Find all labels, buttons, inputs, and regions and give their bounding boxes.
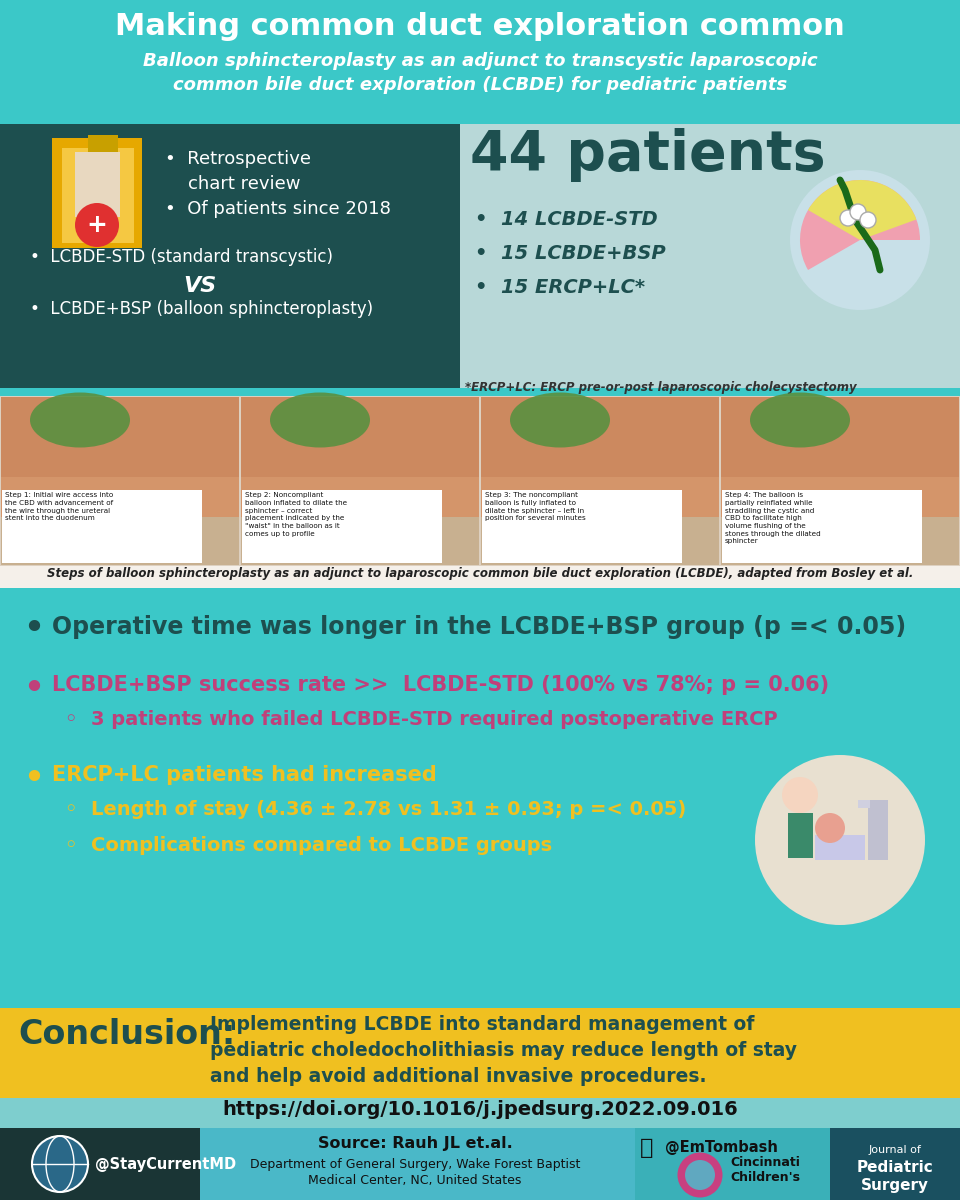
- Text: 44 patients: 44 patients: [470, 128, 826, 182]
- FancyBboxPatch shape: [1, 397, 239, 565]
- Text: •  15 LCBDE+BSP: • 15 LCBDE+BSP: [475, 244, 665, 263]
- Circle shape: [790, 170, 930, 310]
- FancyBboxPatch shape: [815, 835, 865, 860]
- Circle shape: [815, 814, 845, 842]
- FancyBboxPatch shape: [721, 397, 959, 517]
- Text: LCBDE+BSP success rate >>  LCBDE-STD (100% vs 78%; p = 0.06): LCBDE+BSP success rate >> LCBDE-STD (100…: [52, 674, 829, 695]
- Text: Balloon sphincteroplasty as an adjunct to transcystic laparoscopic
common bile d: Balloon sphincteroplasty as an adjunct t…: [143, 52, 817, 95]
- Text: ◦  3 patients who failed LCBDE-STD required postoperative ERCP: ◦ 3 patients who failed LCBDE-STD requir…: [65, 710, 778, 728]
- Text: Step 4: The balloon is
partially reinflated while
straddling the cystic and
CBD : Step 4: The balloon is partially reinfla…: [725, 492, 821, 545]
- Text: •  LCBDE-STD (standard transcystic): • LCBDE-STD (standard transcystic): [30, 248, 333, 266]
- FancyBboxPatch shape: [241, 397, 479, 517]
- FancyBboxPatch shape: [241, 397, 479, 565]
- FancyBboxPatch shape: [460, 118, 960, 388]
- Text: *ERCP+LC: ERCP pre-or-post laparoscopic cholecystectomy: *ERCP+LC: ERCP pre-or-post laparoscopic …: [465, 382, 856, 394]
- Text: VS: VS: [183, 276, 217, 296]
- FancyBboxPatch shape: [241, 397, 479, 476]
- FancyBboxPatch shape: [858, 800, 870, 808]
- FancyBboxPatch shape: [830, 1128, 960, 1200]
- FancyBboxPatch shape: [75, 152, 120, 217]
- FancyBboxPatch shape: [788, 814, 813, 858]
- FancyBboxPatch shape: [868, 800, 888, 860]
- FancyBboxPatch shape: [635, 1128, 830, 1200]
- Circle shape: [32, 1136, 88, 1192]
- FancyBboxPatch shape: [242, 490, 442, 563]
- Text: @StayCurrentMD: @StayCurrentMD: [95, 1157, 236, 1171]
- FancyBboxPatch shape: [52, 138, 142, 248]
- Text: +: +: [86, 214, 108, 236]
- Ellipse shape: [510, 392, 610, 448]
- Text: https://doi.org/10.1016/j.jpedsurg.2022.09.016: https://doi.org/10.1016/j.jpedsurg.2022.…: [222, 1100, 738, 1118]
- Circle shape: [840, 210, 856, 226]
- Text: @EmTombash: @EmTombash: [665, 1140, 778, 1154]
- FancyBboxPatch shape: [481, 397, 719, 517]
- Text: •  LCBDE+BSP (balloon sphincteroplasty): • LCBDE+BSP (balloon sphincteroplasty): [30, 300, 373, 318]
- Text: Implementing LCBDE into standard management of
pediatric choledocholithiasis may: Implementing LCBDE into standard managem…: [210, 1015, 797, 1086]
- Text: Department of General Surgery, Wake Forest Baptist
Medical Center, NC, United St: Department of General Surgery, Wake Fore…: [250, 1158, 580, 1187]
- FancyBboxPatch shape: [0, 388, 960, 396]
- Circle shape: [860, 212, 876, 228]
- Text: Operative time was longer in the LCBDE+BSP group (p =< 0.05): Operative time was longer in the LCBDE+B…: [52, 614, 906, 638]
- FancyBboxPatch shape: [0, 1008, 960, 1098]
- Circle shape: [782, 778, 818, 814]
- Circle shape: [850, 204, 866, 220]
- FancyBboxPatch shape: [0, 0, 960, 118]
- Text: Source: Rauh JL et.al.: Source: Rauh JL et.al.: [318, 1136, 513, 1151]
- FancyBboxPatch shape: [482, 490, 682, 563]
- Circle shape: [75, 203, 119, 247]
- FancyBboxPatch shape: [0, 1128, 200, 1200]
- Text: ◦  Complications compared to LCBDE groups: ◦ Complications compared to LCBDE groups: [65, 836, 552, 854]
- Text: 🐦: 🐦: [640, 1138, 654, 1158]
- FancyBboxPatch shape: [0, 118, 460, 388]
- FancyBboxPatch shape: [721, 397, 959, 565]
- Ellipse shape: [750, 392, 850, 448]
- Ellipse shape: [30, 392, 130, 448]
- Text: Pediatric: Pediatric: [856, 1160, 933, 1175]
- Text: •: •: [22, 670, 45, 708]
- Text: •  Retrospective
    chart review: • Retrospective chart review: [165, 150, 311, 193]
- FancyBboxPatch shape: [2, 490, 202, 563]
- Text: Cincinnati
Children's: Cincinnati Children's: [730, 1156, 800, 1184]
- Text: •  14 LCBDE-STD: • 14 LCBDE-STD: [475, 210, 658, 229]
- FancyBboxPatch shape: [721, 397, 959, 476]
- FancyBboxPatch shape: [200, 1128, 635, 1200]
- Ellipse shape: [270, 392, 370, 448]
- Text: ERCP+LC patients had increased: ERCP+LC patients had increased: [52, 766, 437, 785]
- Text: ◦  Length of stay (4.36 ± 2.78 vs 1.31 ± 0.93; p =< 0.05): ◦ Length of stay (4.36 ± 2.78 vs 1.31 ± …: [65, 800, 686, 818]
- FancyBboxPatch shape: [0, 1098, 960, 1128]
- FancyBboxPatch shape: [0, 118, 960, 124]
- Wedge shape: [808, 180, 917, 240]
- Text: Step 2: Noncompliant
balloon inflated to dilate the
sphincter – correct
placemen: Step 2: Noncompliant balloon inflated to…: [245, 492, 348, 536]
- FancyBboxPatch shape: [0, 566, 960, 588]
- Text: •: •: [22, 610, 45, 648]
- Ellipse shape: [685, 1160, 715, 1190]
- FancyBboxPatch shape: [1, 397, 239, 517]
- FancyBboxPatch shape: [1, 397, 239, 476]
- Circle shape: [755, 755, 925, 925]
- FancyBboxPatch shape: [0, 588, 960, 1008]
- Text: Journal of: Journal of: [869, 1145, 922, 1154]
- FancyBboxPatch shape: [62, 148, 134, 242]
- FancyBboxPatch shape: [460, 380, 960, 400]
- Wedge shape: [800, 180, 920, 270]
- FancyBboxPatch shape: [481, 397, 719, 565]
- Text: Surgery: Surgery: [861, 1178, 929, 1193]
- Text: •: •: [22, 760, 45, 798]
- Text: Step 3: The noncompliant
balloon is fully inflated to
dilate the sphincter – lef: Step 3: The noncompliant balloon is full…: [485, 492, 586, 521]
- Text: Conclusion:: Conclusion:: [18, 1018, 235, 1051]
- Text: Steps of balloon sphincteroplasty as an adjunct to laparoscopic common bile duct: Steps of balloon sphincteroplasty as an …: [47, 566, 913, 580]
- FancyBboxPatch shape: [88, 134, 118, 155]
- Text: Step 1: Initial wire access into
the CBD with advancement of
the wire through th: Step 1: Initial wire access into the CBD…: [5, 492, 113, 521]
- FancyBboxPatch shape: [481, 397, 719, 476]
- FancyBboxPatch shape: [722, 490, 922, 563]
- Text: •  Of patients since 2018: • Of patients since 2018: [165, 200, 391, 218]
- Text: Making common duct exploration common: Making common duct exploration common: [115, 12, 845, 41]
- FancyBboxPatch shape: [0, 396, 960, 566]
- Text: •  15 ERCP+LC*: • 15 ERCP+LC*: [475, 278, 645, 296]
- Ellipse shape: [678, 1152, 723, 1198]
